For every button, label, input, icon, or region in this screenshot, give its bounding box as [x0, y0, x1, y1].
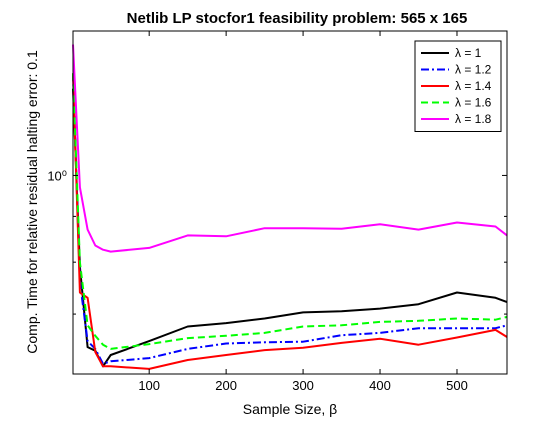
x-tick-label: 100 — [138, 378, 160, 393]
x-tick-label: 200 — [215, 378, 237, 393]
chart-title: Netlib LP stocfor1 feasibility problem: … — [127, 10, 468, 27]
series-line-1 — [72, 88, 508, 368]
legend: λ = 1 λ = 1.2 λ = 1.4 λ = 1.6 λ = 1.8 — [414, 40, 502, 132]
ticks-layer: 100 200 300 400 500 10⁰ — [47, 31, 507, 393]
series-layer — [72, 44, 508, 370]
series-line-5 — [72, 44, 508, 253]
series-line-2 — [72, 73, 508, 365]
axes-box — [72, 30, 508, 375]
legend-label-5: λ = 1.8 — [455, 112, 492, 126]
x-tick-label: 400 — [369, 378, 391, 393]
y-tick-label: 10⁰ — [47, 168, 67, 183]
legend-label-4: λ = 1.6 — [455, 96, 492, 110]
legend-label-3: λ = 1.4 — [455, 79, 492, 93]
x-tick-label: 500 — [446, 378, 468, 393]
series-line-3 — [72, 73, 508, 370]
legend-label-2: λ = 1.2 — [455, 63, 492, 77]
x-axis-label: Sample Size, β — [243, 401, 337, 417]
y-axis-label: Comp. Time for relative residual halting… — [24, 50, 40, 354]
x-tick-label: 300 — [292, 378, 314, 393]
series-line-4 — [72, 73, 508, 350]
legend-label-1: λ = 1 — [455, 46, 482, 60]
